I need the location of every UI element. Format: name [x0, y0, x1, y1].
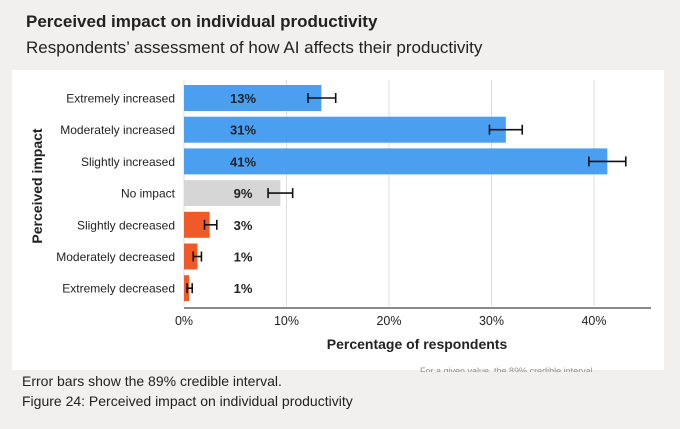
category-label: No impact [121, 187, 176, 201]
category-label: Moderately decreased [56, 250, 175, 264]
category-label: Extremely increased [66, 92, 175, 106]
value-label: 9% [234, 186, 253, 201]
category-label: Extremely decreased [62, 282, 175, 296]
error-bar-note: Error bars show the 89% credible interva… [22, 373, 282, 389]
x-axis-title: Percentage of respondents [327, 336, 508, 352]
chart-title: Perceived impact on individual productiv… [26, 12, 378, 31]
bar [184, 243, 198, 270]
bar [184, 85, 322, 111]
bar [184, 180, 281, 207]
bar [184, 116, 506, 143]
bar-layer [184, 85, 608, 302]
value-label: 31% [230, 123, 256, 138]
x-tick-label: 40% [581, 314, 606, 328]
value-label: 41% [230, 154, 256, 169]
label-layer: 0% 10% 20% 30% 40% Extremely increased 13% Mode… [56, 91, 606, 328]
chart-subtitle: Respondents’ assessment of how AI affect… [26, 38, 483, 57]
x-tick-label: 30% [479, 314, 504, 328]
value-label: 13% [230, 91, 256, 106]
x-tick-label: 0% [175, 314, 193, 328]
x-tick-label: 10% [274, 314, 299, 328]
footer-fragment: For a given value, the 89% credible inte… [420, 366, 593, 372]
x-tick-label: 20% [376, 314, 401, 328]
figure-caption: Figure 24: Perceived impact on individua… [22, 393, 353, 409]
category-label: Moderately increased [60, 123, 175, 137]
bar [184, 148, 608, 175]
value-label: 1% [234, 250, 253, 265]
category-label: Slightly increased [81, 155, 175, 169]
category-label: Slightly decreased [77, 218, 175, 232]
y-axis-title: Perceived impact [29, 128, 45, 244]
error-bar-layer [186, 93, 627, 294]
value-label: 1% [234, 281, 253, 296]
value-label: 3% [234, 218, 253, 233]
